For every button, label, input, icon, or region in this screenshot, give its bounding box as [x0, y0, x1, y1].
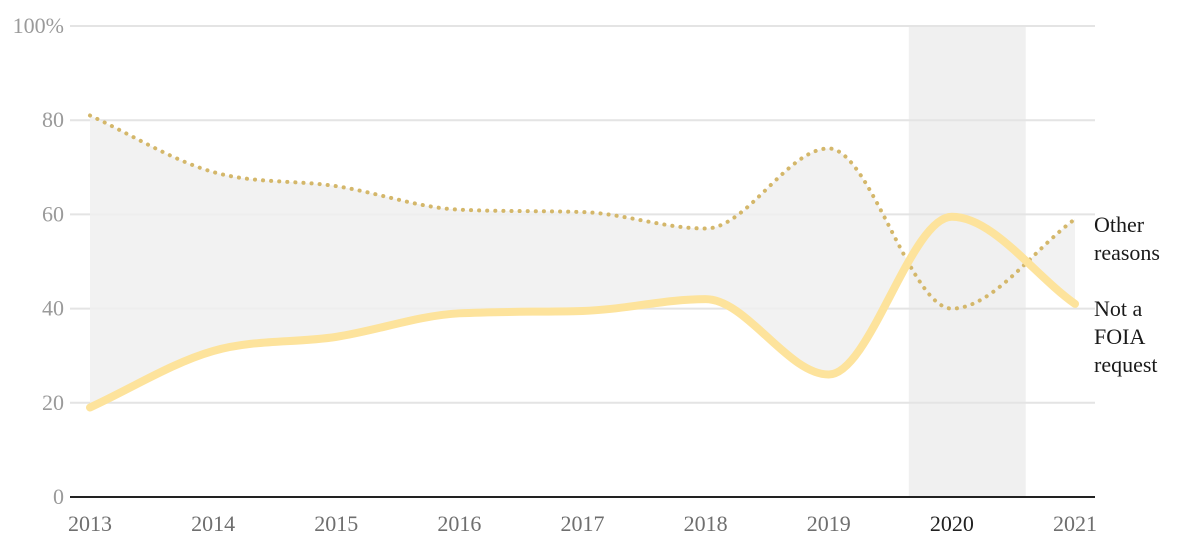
series-label-other-reasons: Other reasons	[1094, 212, 1160, 265]
series-label-not-a-foia-request: Not a FOIA request	[1094, 296, 1158, 377]
y-tick-label-40: 40	[42, 296, 64, 321]
x-tick-label-2018: 2018	[684, 511, 728, 536]
y-tick-labels: 0 20 40 60 80 100%	[13, 13, 64, 509]
series-labels: Other reasons Not a FOIA request	[1094, 212, 1160, 377]
y-tick-label-60: 60	[42, 201, 64, 226]
y-tick-label-80: 80	[42, 107, 64, 132]
x-tick-label-2017: 2017	[561, 511, 605, 536]
x-tick-labels: 2013 2014 2015 2016 2017 2018 2019 2020 2021	[68, 511, 1097, 536]
x-tick-label-2016: 2016	[437, 511, 481, 536]
y-tick-label-20: 20	[42, 390, 64, 415]
x-tick-label-2020: 2020	[930, 511, 974, 536]
series-layer	[86, 113, 1079, 412]
y-tick-label-100: 100%	[13, 13, 64, 38]
y-tick-label-0: 0	[53, 484, 64, 509]
x-tick-label-2013: 2013	[68, 511, 112, 536]
x-tick-label-2021: 2021	[1053, 511, 1097, 536]
x-tick-label-2019: 2019	[807, 511, 851, 536]
series-line-other-reasons	[88, 113, 1077, 311]
series-line-not-a-foia-request	[86, 212, 1079, 412]
x-tick-label-2014: 2014	[191, 511, 235, 536]
x-tick-label-2015: 2015	[314, 511, 358, 536]
